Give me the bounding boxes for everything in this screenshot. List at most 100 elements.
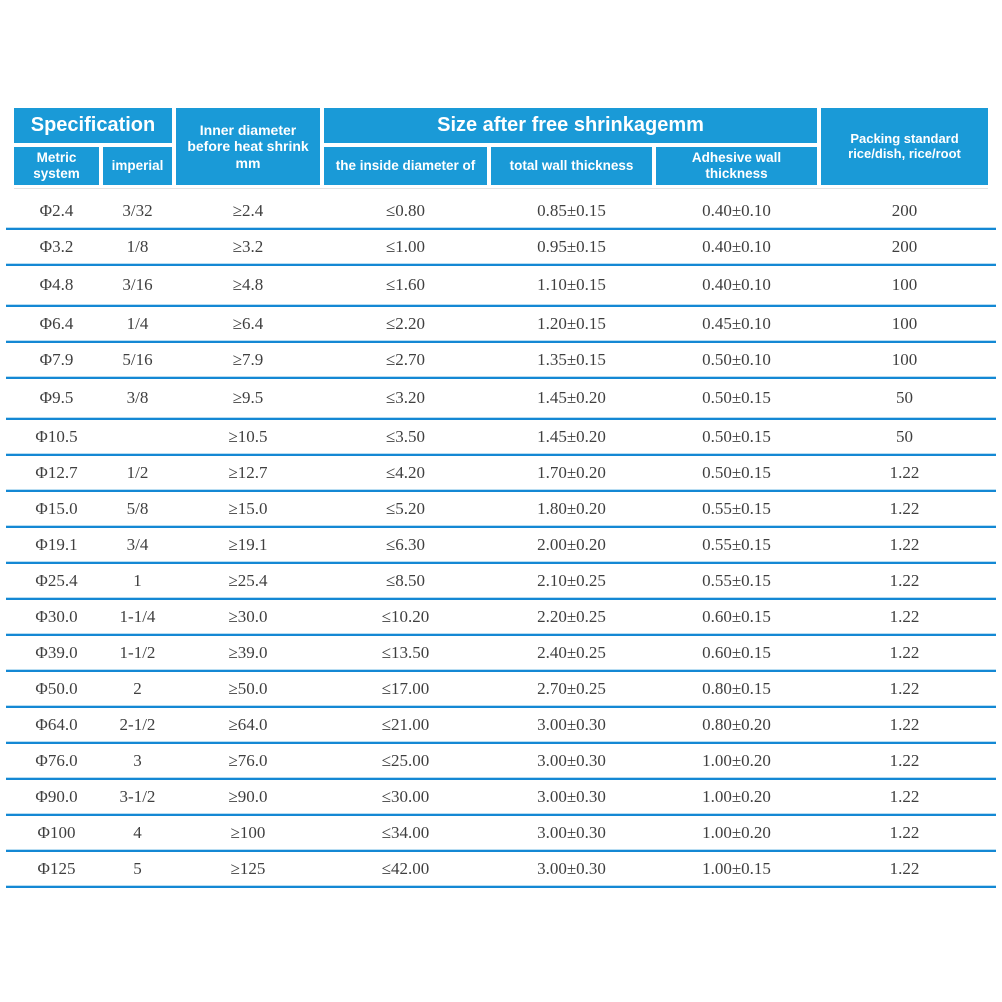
cell-total-wall-thickness: 3.00±0.30 bbox=[537, 858, 606, 878]
row-divider bbox=[6, 304, 996, 307]
cell-inside-diameter: ≤21.00 bbox=[381, 714, 430, 734]
cell-adhesive-wall-thickness: 0.55±0.15 bbox=[702, 498, 771, 518]
cell-imperial: 3 bbox=[133, 750, 142, 770]
cell-inside-diameter: ≤6.30 bbox=[385, 534, 426, 554]
cell-adhesive-wall-thickness: 0.50±0.15 bbox=[702, 462, 771, 482]
cell-inside-diameter: ≤13.50 bbox=[381, 642, 430, 662]
cell-inner-diameter-before: ≥6.4 bbox=[232, 313, 264, 333]
table-row: Φ15.0 5/8 ≥15.0 ≤5.20 1.80±0.20 0.55±0.1… bbox=[6, 492, 996, 528]
cell-inner-diameter-before: ≥19.1 bbox=[228, 534, 268, 554]
table-row: Φ125 5 ≥125 ≤42.00 3.00±0.30 1.00±0.15 1… bbox=[6, 852, 996, 888]
cell-total-wall-thickness: 1.20±0.15 bbox=[537, 313, 606, 333]
cell-packing-standard: 1.22 bbox=[889, 498, 920, 518]
cell-packing-standard: 1.22 bbox=[889, 534, 920, 554]
cell-imperial: 1-1/4 bbox=[119, 606, 156, 626]
cell-total-wall-thickness: 2.00±0.20 bbox=[537, 534, 606, 554]
cell-metric-system: Φ90.0 bbox=[35, 786, 78, 806]
cell-inner-diameter-before: ≥76.0 bbox=[228, 750, 268, 770]
cell-adhesive-wall-thickness: 0.55±0.15 bbox=[702, 534, 771, 554]
cell-inner-diameter-before: ≥15.0 bbox=[228, 498, 268, 518]
cell-imperial: 2-1/2 bbox=[119, 714, 156, 734]
cell-inner-diameter-before: ≥12.7 bbox=[228, 462, 268, 482]
table-row: Φ6.4 1/4 ≥6.4 ≤2.20 1.20±0.15 0.45±0.10 … bbox=[6, 307, 996, 343]
cell-inside-diameter: ≤10.20 bbox=[381, 606, 430, 626]
row-divider bbox=[6, 741, 996, 744]
cell-inner-diameter-before: ≥50.0 bbox=[228, 678, 268, 698]
cell-total-wall-thickness: 2.10±0.25 bbox=[537, 570, 606, 590]
table-row: Φ50.0 2 ≥50.0 ≤17.00 2.70±0.25 0.80±0.15… bbox=[6, 672, 996, 708]
header-metric-system: Metric system bbox=[14, 147, 99, 185]
cell-adhesive-wall-thickness: 0.50±0.15 bbox=[702, 388, 771, 407]
cell-imperial: 5/16 bbox=[122, 349, 153, 369]
cell-inside-diameter: ≤1.00 bbox=[385, 236, 426, 256]
cell-inner-diameter-before: ≥9.5 bbox=[232, 388, 264, 407]
cell-metric-system: Φ9.5 bbox=[39, 388, 74, 407]
cell-adhesive-wall-thickness: 0.40±0.10 bbox=[702, 236, 771, 256]
cell-inner-diameter-before: ≥64.0 bbox=[228, 714, 268, 734]
cell-packing-standard: 1.22 bbox=[889, 786, 920, 806]
cell-imperial: 3/32 bbox=[122, 200, 153, 220]
cell-packing-standard: 1.22 bbox=[889, 570, 920, 590]
cell-packing-standard: 1.22 bbox=[889, 750, 920, 770]
cell-total-wall-thickness: 1.35±0.15 bbox=[537, 349, 606, 369]
cell-total-wall-thickness: 3.00±0.30 bbox=[537, 786, 606, 806]
cell-inner-diameter-before: ≥4.8 bbox=[232, 275, 264, 294]
cell-imperial: 1/2 bbox=[126, 462, 149, 482]
cell-packing-standard: 100 bbox=[891, 313, 918, 333]
cell-inside-diameter: ≤42.00 bbox=[381, 858, 430, 878]
row-divider bbox=[6, 813, 996, 816]
header-imperial: imperial bbox=[103, 147, 172, 185]
table-row: Φ4.8 3/16 ≥4.8 ≤1.60 1.10±0.15 0.40±0.10… bbox=[6, 266, 996, 307]
table-row: Φ25.4 1 ≥25.4 ≤8.50 2.10±0.25 0.55±0.15 … bbox=[6, 564, 996, 600]
cell-inside-diameter: ≤2.20 bbox=[385, 313, 426, 333]
cell-total-wall-thickness: 3.00±0.30 bbox=[537, 822, 606, 842]
cell-metric-system: Φ4.8 bbox=[39, 275, 74, 294]
cell-metric-system: Φ6.4 bbox=[39, 313, 74, 333]
row-divider bbox=[6, 525, 996, 528]
cell-imperial: 4 bbox=[133, 822, 142, 842]
cell-packing-standard: 1.22 bbox=[889, 822, 920, 842]
cell-imperial: 3/4 bbox=[126, 534, 149, 554]
cell-packing-standard: 1.22 bbox=[889, 462, 920, 482]
cell-inside-diameter: ≤5.20 bbox=[385, 498, 426, 518]
header-total-wall-thickness: total wall thickness bbox=[491, 147, 652, 185]
cell-metric-system: Φ30.0 bbox=[35, 606, 78, 626]
cell-metric-system: Φ64.0 bbox=[35, 714, 78, 734]
table-row: Φ10.5 ≥10.5 ≤3.50 1.45±0.20 0.50±0.15 50 bbox=[6, 420, 996, 456]
cell-adhesive-wall-thickness: 0.45±0.10 bbox=[702, 313, 771, 333]
cell-adhesive-wall-thickness: 0.80±0.20 bbox=[702, 714, 771, 734]
cell-adhesive-wall-thickness: 1.00±0.20 bbox=[702, 786, 771, 806]
cell-total-wall-thickness: 1.80±0.20 bbox=[537, 498, 606, 518]
cell-metric-system: Φ25.4 bbox=[35, 570, 78, 590]
table-row: Φ64.0 2-1/2 ≥64.0 ≤21.00 3.00±0.30 0.80±… bbox=[6, 708, 996, 744]
table-header: Specification Inner diameter before heat… bbox=[14, 108, 988, 185]
row-divider bbox=[6, 263, 996, 266]
cell-adhesive-wall-thickness: 0.80±0.15 bbox=[702, 678, 771, 698]
cell-imperial: 3/8 bbox=[126, 388, 149, 407]
cell-inner-diameter-before: ≥7.9 bbox=[232, 349, 264, 369]
cell-adhesive-wall-thickness: 0.55±0.15 bbox=[702, 570, 771, 590]
row-divider bbox=[6, 489, 996, 492]
cell-packing-standard: 200 bbox=[891, 200, 918, 220]
header-divider bbox=[14, 188, 988, 189]
cell-total-wall-thickness: 1.45±0.20 bbox=[537, 426, 606, 446]
cell-total-wall-thickness: 1.10±0.15 bbox=[537, 275, 606, 294]
cell-packing-standard: 1.22 bbox=[889, 642, 920, 662]
cell-inside-diameter: ≤2.70 bbox=[385, 349, 426, 369]
cell-total-wall-thickness: 0.95±0.15 bbox=[537, 236, 606, 256]
cell-metric-system: Φ39.0 bbox=[35, 642, 78, 662]
cell-inside-diameter: ≤34.00 bbox=[381, 822, 430, 842]
cell-metric-system: Φ19.1 bbox=[35, 534, 78, 554]
cell-adhesive-wall-thickness: 1.00±0.15 bbox=[702, 858, 771, 878]
table-row: Φ9.5 3/8 ≥9.5 ≤3.20 1.45±0.20 0.50±0.15 … bbox=[6, 379, 996, 420]
cell-imperial: 5 bbox=[133, 858, 142, 878]
row-divider bbox=[6, 597, 996, 600]
header-packing-standard: Packing standard rice/dish, rice/root bbox=[821, 108, 988, 185]
cell-packing-standard: 1.22 bbox=[889, 858, 920, 878]
header-inner-diameter-before-shrink: Inner diameter before heat shrink mm bbox=[176, 108, 320, 185]
cell-metric-system: Φ76.0 bbox=[35, 750, 78, 770]
cell-adhesive-wall-thickness: 1.00±0.20 bbox=[702, 822, 771, 842]
cell-metric-system: Φ2.4 bbox=[39, 200, 74, 220]
cell-total-wall-thickness: 2.20±0.25 bbox=[537, 606, 606, 626]
table-row: Φ2.4 3/32 ≥2.4 ≤0.80 0.85±0.15 0.40±0.10… bbox=[6, 194, 996, 230]
